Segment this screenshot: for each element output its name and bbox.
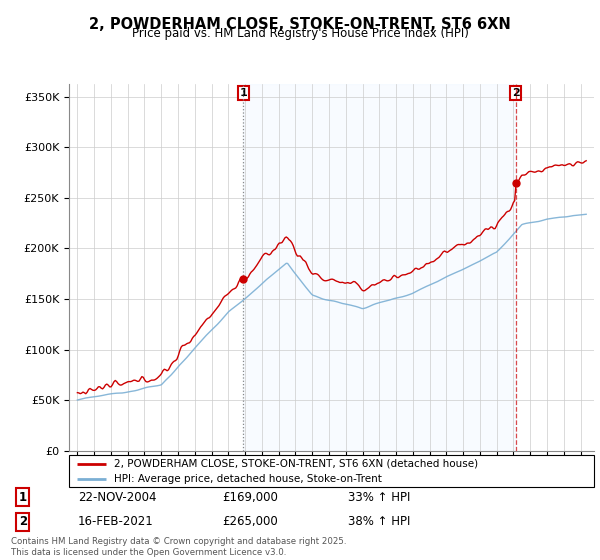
FancyBboxPatch shape [69,455,594,487]
Text: HPI: Average price, detached house, Stoke-on-Trent: HPI: Average price, detached house, Stok… [113,474,382,484]
Text: 2: 2 [19,515,27,528]
Text: Price paid vs. HM Land Registry's House Price Index (HPI): Price paid vs. HM Land Registry's House … [131,27,469,40]
Text: £265,000: £265,000 [222,515,278,528]
Text: 33% ↑ HPI: 33% ↑ HPI [348,491,410,504]
Bar [244,84,515,451]
Text: 16-FEB-2021: 16-FEB-2021 [78,515,154,528]
Text: 1: 1 [19,491,27,504]
Text: Contains HM Land Registry data © Crown copyright and database right 2025.
This d: Contains HM Land Registry data © Crown c… [11,537,346,557]
Text: 2: 2 [512,88,520,98]
Text: 22-NOV-2004: 22-NOV-2004 [78,491,157,504]
Text: 2, POWDERHAM CLOSE, STOKE-ON-TRENT, ST6 6XN (detached house): 2, POWDERHAM CLOSE, STOKE-ON-TRENT, ST6 … [113,459,478,469]
Text: 38% ↑ HPI: 38% ↑ HPI [348,515,410,528]
Text: 1: 1 [239,88,247,98]
Text: £169,000: £169,000 [222,491,278,504]
Text: 2, POWDERHAM CLOSE, STOKE-ON-TRENT, ST6 6XN: 2, POWDERHAM CLOSE, STOKE-ON-TRENT, ST6 … [89,17,511,32]
